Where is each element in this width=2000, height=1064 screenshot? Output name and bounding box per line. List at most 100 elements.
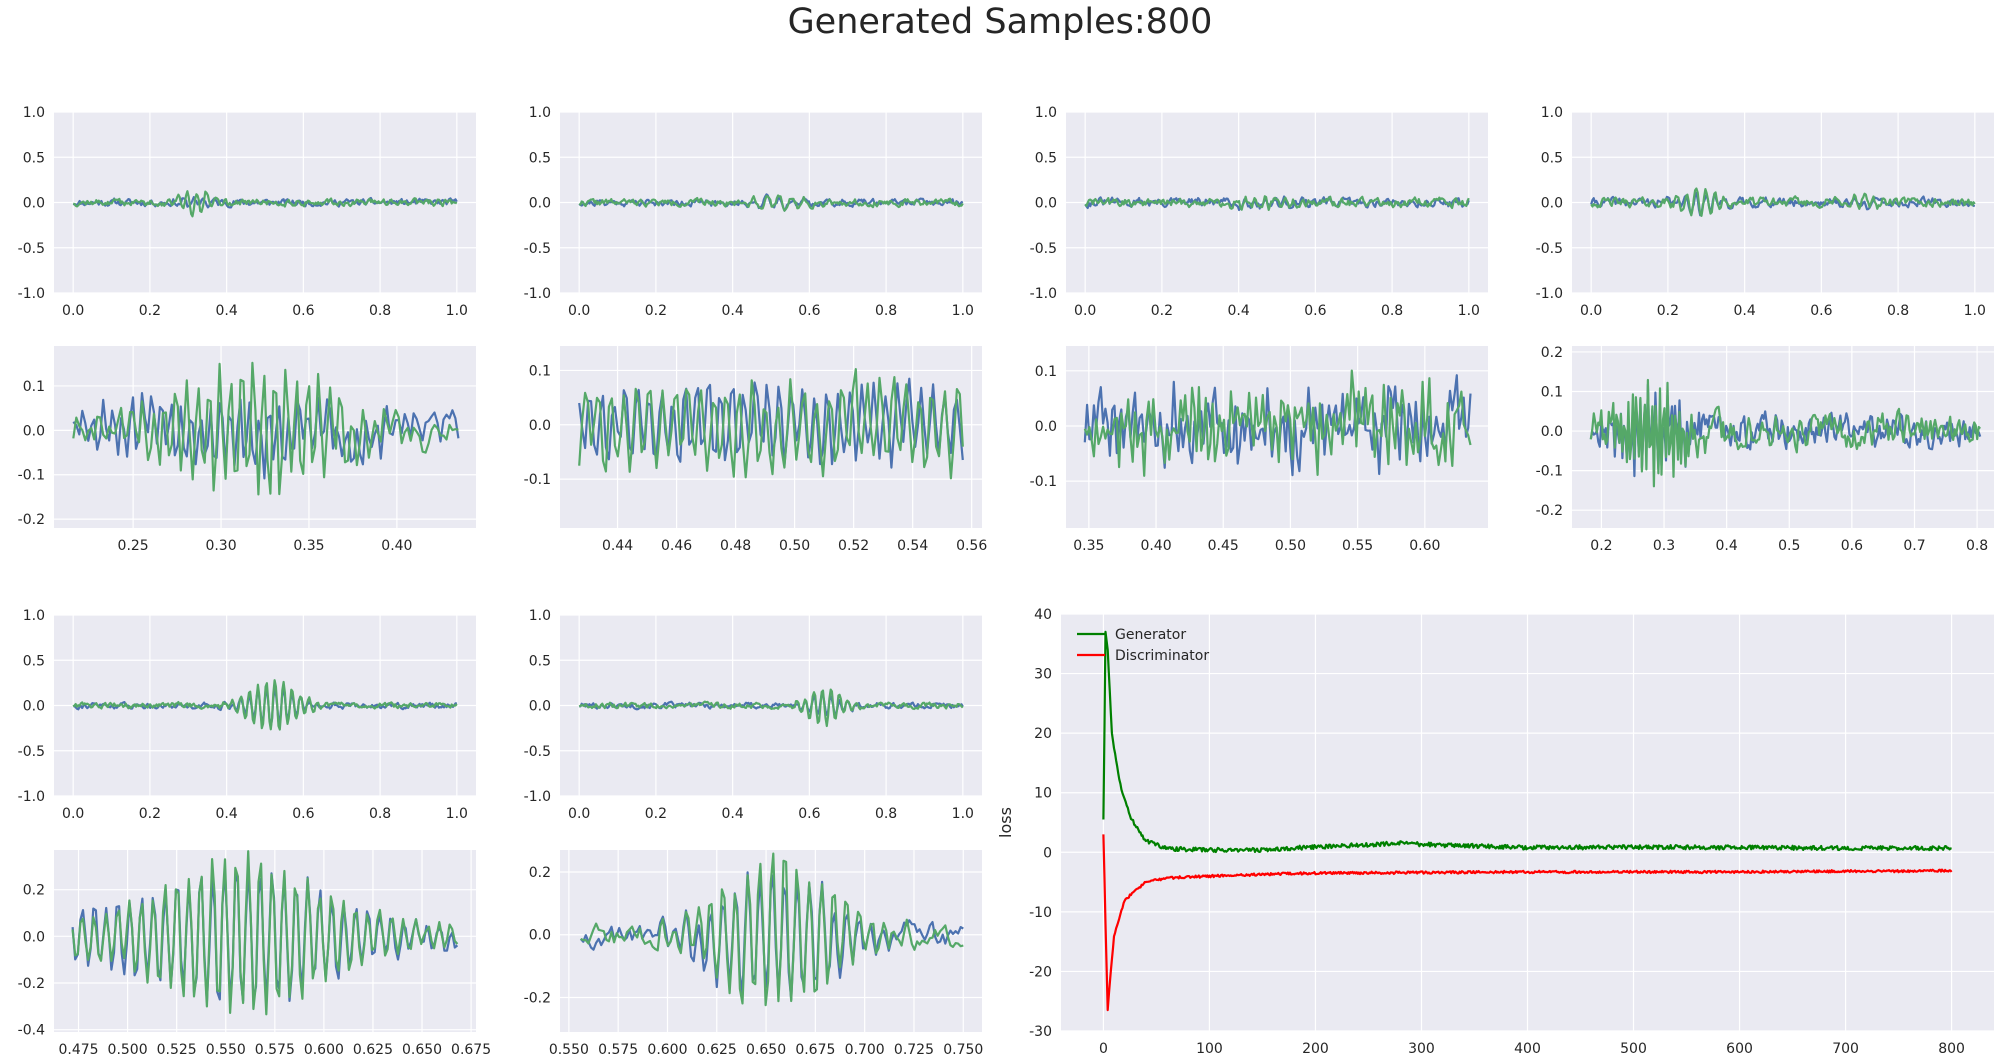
x-tick-label: 0.725 xyxy=(894,1042,934,1058)
y-tick-label: -20 xyxy=(1029,964,1052,980)
y-tick-label: 0.0 xyxy=(1035,196,1057,212)
series-line-series-b xyxy=(1589,378,1982,488)
y-tick-label: 0.2 xyxy=(529,865,551,881)
x-tick-label: 0.8 xyxy=(369,806,391,822)
x-tick-label: 0.4 xyxy=(216,806,238,822)
x-tick-label: 0.2 xyxy=(1657,303,1679,319)
y-tick-label: 0.0 xyxy=(529,699,551,715)
y-tick-label: -1.0 xyxy=(524,789,551,805)
y-tick-label: -0.1 xyxy=(524,472,551,488)
y-tick-label: 0.5 xyxy=(1541,150,1563,166)
x-tick-label: 0.475 xyxy=(58,1042,98,1058)
x-tick-label: 0.50 xyxy=(1275,538,1306,554)
x-tick-label: 0.625 xyxy=(353,1042,393,1058)
y-tick-label: -10 xyxy=(1029,905,1052,921)
y-tick-label: 1.0 xyxy=(529,608,551,624)
y-tick-label: 0.0 xyxy=(1035,419,1057,435)
x-tick-label: 300 xyxy=(1408,1041,1435,1057)
series-line-series-b xyxy=(1084,195,1470,211)
y-tick-label: -1.0 xyxy=(524,286,551,302)
chart-sample-5-zoom: 0.475 0.500 0.525 0.550 0.575 0.600 0.625 0.650… xyxy=(18,850,491,1058)
x-tick-label: 0.0 xyxy=(62,303,84,319)
x-tick-label: 0.550 xyxy=(206,1042,246,1058)
x-tick-label: 0.2 xyxy=(139,303,161,319)
series-line-series-b xyxy=(72,361,459,496)
y-tick-label: 0.1 xyxy=(1541,385,1563,401)
x-tick-label: 0.8 xyxy=(1966,538,1988,554)
y-tick-label: 0.5 xyxy=(1035,150,1057,166)
x-tick-label: 700 xyxy=(1832,1041,1859,1057)
chart-sample-6-full: 0.0 0.2 0.4 0.6 0.8 1.0 -1.0 -0.5 0.0 0.5 1.0 xyxy=(524,608,982,822)
y-tick-label: -1.0 xyxy=(1536,286,1563,302)
y-tick-label: 0.0 xyxy=(1541,424,1563,440)
legend-label: Generator xyxy=(1115,627,1186,643)
y-tick-label: 0.0 xyxy=(529,928,551,944)
y-tick-label: -0.4 xyxy=(18,1023,45,1039)
y-tick-label: -0.1 xyxy=(1536,464,1563,480)
x-tick-label: 0.44 xyxy=(602,538,633,554)
y-tick-label: 40 xyxy=(1034,607,1052,623)
chart-sample-1-zoom: 0.25 0.30 0.35 0.40 -0.2 -0.1 0.0 0.1 xyxy=(18,346,476,554)
chart-sample-4-zoom: 0.2 0.3 0.4 0.5 0.6 0.7 0.8 -0.2 -0.1 0.0 0.1 0.2 xyxy=(1536,345,1994,554)
y-tick-label: 0 xyxy=(1043,845,1052,861)
x-tick-label: 1.0 xyxy=(952,303,974,319)
x-tick-label: 0.0 xyxy=(568,303,590,319)
x-tick-label: 800 xyxy=(1938,1041,1965,1057)
x-tick-label: 0.60 xyxy=(1409,538,1440,554)
y-tick-label: 1.0 xyxy=(23,608,45,624)
x-tick-label: 0.4 xyxy=(722,806,744,822)
x-tick-label: 0.6 xyxy=(292,303,314,319)
y-tick-label: -0.5 xyxy=(524,241,551,257)
y-tick-label: -0.2 xyxy=(524,990,551,1006)
x-tick-label: 0.750 xyxy=(943,1042,983,1058)
y-tick-label: 1.0 xyxy=(23,105,45,121)
x-tick-label: 0.600 xyxy=(304,1042,344,1058)
y-tick-label: 0.0 xyxy=(23,929,45,945)
y-tick-label: -1.0 xyxy=(18,286,45,302)
y-tick-label: 1.0 xyxy=(1035,105,1057,121)
series-line-series-b xyxy=(72,679,458,731)
x-tick-label: 0.4 xyxy=(1228,303,1250,319)
x-tick-label: 0.550 xyxy=(549,1042,589,1058)
series-line-series-b xyxy=(578,194,964,212)
x-tick-label: 0.25 xyxy=(118,538,149,554)
x-tick-label: 0.50 xyxy=(779,538,810,554)
y-tick-label: 0.0 xyxy=(529,196,551,212)
chart-sample-3-full: 0.0 0.2 0.4 0.6 0.8 1.0 -1.0 -0.5 0.0 0.5 1.0 xyxy=(1030,105,1488,319)
x-tick-label: 0.0 xyxy=(1074,303,1096,319)
y-tick-label: -0.1 xyxy=(1030,474,1057,490)
series-line-series-b xyxy=(71,850,459,1016)
x-tick-label: 0.575 xyxy=(598,1042,638,1058)
x-tick-label: 0.525 xyxy=(157,1042,197,1058)
x-tick-label: 0.575 xyxy=(255,1042,295,1058)
x-tick-label: 1.0 xyxy=(952,806,974,822)
x-tick-label: 0.48 xyxy=(720,538,751,554)
x-tick-label: 0.40 xyxy=(381,538,412,554)
x-tick-label: 0.6 xyxy=(292,806,314,822)
y-tick-label: -0.5 xyxy=(18,241,45,257)
y-tick-label: -0.1 xyxy=(18,468,45,484)
legend-label: Discriminator xyxy=(1115,648,1209,664)
y-tick-label: 0.0 xyxy=(529,418,551,434)
x-tick-label: 0.650 xyxy=(746,1042,786,1058)
y-tick-label: -0.5 xyxy=(524,744,551,760)
x-tick-label: 0.35 xyxy=(1073,538,1104,554)
x-tick-label: 0.625 xyxy=(697,1042,737,1058)
y-tick-label: -0.2 xyxy=(18,976,45,992)
x-tick-label: 0.6 xyxy=(798,806,820,822)
x-tick-label: 0.6 xyxy=(1304,303,1326,319)
chart-sample-5-full: 0.0 0.2 0.4 0.6 0.8 1.0 -1.0 -0.5 0.0 0.5 1.0 xyxy=(18,608,476,822)
x-tick-label: 0.0 xyxy=(1580,303,1602,319)
y-tick-label: 1.0 xyxy=(529,105,551,121)
x-tick-label: 0.4 xyxy=(216,303,238,319)
x-tick-label: 400 xyxy=(1514,1041,1541,1057)
y-tick-label: -1.0 xyxy=(1030,286,1057,302)
y-tick-label: 0.1 xyxy=(23,379,45,395)
x-tick-label: 0.675 xyxy=(451,1042,491,1058)
x-tick-label: 0.46 xyxy=(661,538,692,554)
y-tick-label: 10 xyxy=(1034,786,1052,802)
x-tick-label: 0.5 xyxy=(1778,538,1800,554)
x-tick-label: 0.2 xyxy=(645,806,667,822)
x-tick-label: 1.0 xyxy=(1458,303,1480,319)
